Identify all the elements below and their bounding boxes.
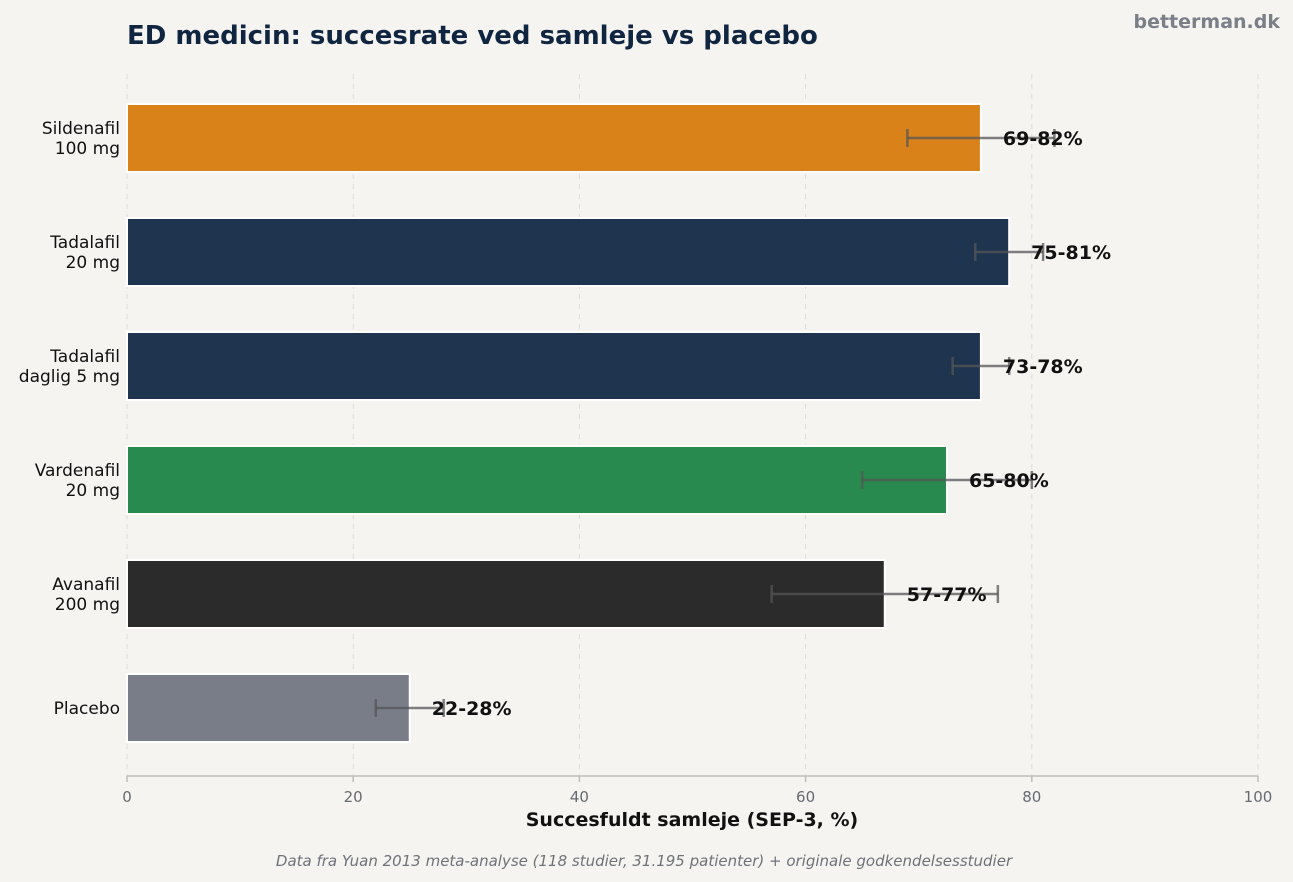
bar	[126, 103, 982, 173]
error-bars	[374, 129, 1056, 717]
category-label-line: Sildenafil	[42, 119, 120, 139]
x-axis-label: Succesfuldt samleje (SEP-3, %)	[526, 809, 858, 831]
category-label-line: 200 mg	[55, 595, 120, 615]
category-label-line: Tadalafil	[49, 347, 120, 367]
grid	[126, 74, 1259, 776]
category-label-line: 20 mg	[66, 481, 120, 501]
x-tick-label: 80	[1022, 788, 1041, 806]
category-label-line: Placebo	[54, 699, 120, 719]
category-label-line: Tadalafil	[49, 233, 120, 253]
category-label-line: daglig 5 mg	[19, 367, 120, 387]
category-label-line: Vardenafil	[35, 461, 120, 481]
range-label: 65-80%	[969, 470, 1049, 492]
bar	[126, 559, 886, 629]
category-label-line: 20 mg	[66, 253, 120, 273]
bar	[126, 445, 948, 515]
bar	[126, 673, 411, 743]
x-tick-label: 0	[122, 788, 132, 806]
x-tick-label: 60	[796, 788, 815, 806]
range-labels: 69-82% 75-81% 73-78% 65-80% 57-77% 22-28%	[432, 128, 1111, 720]
x-tick-label: 100	[1244, 788, 1273, 806]
bar	[126, 217, 1011, 287]
category-label: Sildenafil 100 mg	[42, 119, 120, 159]
footnote: Data fra Yuan 2013 meta-analyse (118 stu…	[276, 852, 1013, 870]
x-tick-label: 20	[344, 788, 363, 806]
bars	[126, 103, 1011, 743]
x-ticks: 0 20 40 60 80 100	[122, 776, 1272, 806]
category-label: Avanafil 200 mg	[52, 575, 120, 615]
range-label: 73-78%	[1003, 356, 1083, 378]
category-label: Vardenafil 20 mg	[35, 461, 120, 501]
category-label: Placebo	[54, 699, 120, 719]
category-label: Tadalafil 20 mg	[49, 233, 120, 273]
chart-title: ED medicin: succesrate ved samleje vs pl…	[127, 21, 818, 51]
category-label: Tadalafil daglig 5 mg	[19, 347, 120, 387]
x-tick-label: 40	[570, 788, 589, 806]
category-label-line: Avanafil	[52, 575, 120, 595]
range-label: 69-82%	[1003, 128, 1083, 150]
category-label-line: 100 mg	[55, 139, 120, 159]
range-label: 57-77%	[907, 584, 987, 606]
brand-label: betterman.dk	[1133, 11, 1280, 33]
range-label: 75-81%	[1031, 242, 1111, 264]
bar	[126, 331, 982, 401]
range-label: 22-28%	[432, 698, 512, 720]
